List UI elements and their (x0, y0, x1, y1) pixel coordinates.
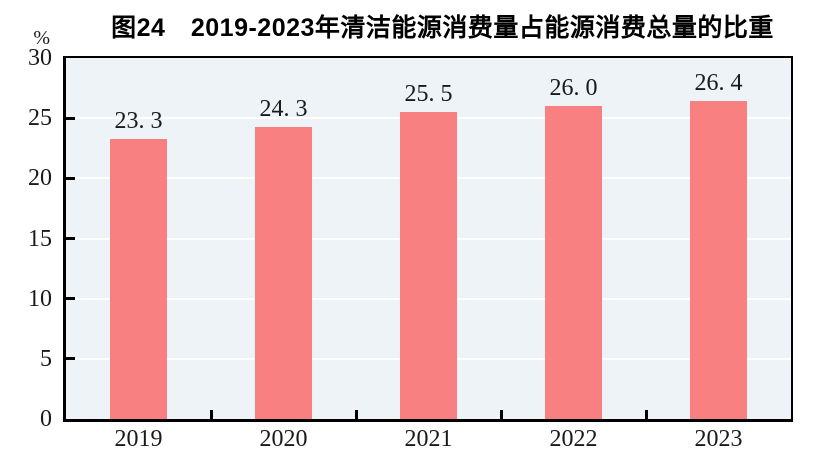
y-tick-label: 30 (28, 45, 52, 71)
plot-area: 23. 3 24. 3 25. 5 26. 0 26. 4 (63, 56, 793, 422)
y-tick-label: 20 (28, 165, 52, 192)
x-tick-label: 2019 (114, 426, 163, 452)
y-tick-label: 0 (40, 406, 52, 432)
y-axis-tick (66, 357, 75, 361)
y-axis-tick (66, 237, 75, 240)
bar (255, 126, 312, 419)
y-tick-label: 25 (28, 105, 52, 132)
y-axis-tick (66, 297, 75, 301)
bar (545, 106, 602, 419)
y-tick-label: 10 (28, 285, 52, 312)
x-axis-tick (209, 410, 213, 419)
y-tick-label: 15 (28, 225, 52, 252)
bar-value-label: 24. 3 (259, 95, 308, 122)
bar (690, 101, 747, 419)
y-axis-unit-label: % (33, 27, 50, 49)
bar-value-label: 25. 5 (404, 81, 453, 108)
x-tick-label: 2022 (549, 426, 598, 452)
x-tick-label: 2023 (694, 426, 743, 452)
bar-value-label: 23. 3 (114, 107, 163, 134)
chart-title: 图24 2019-2023年清洁能源消费量占能源消费总量的比重 (111, 14, 774, 42)
x-tick-label: 2021 (404, 426, 453, 452)
y-axis-tick (66, 176, 75, 180)
y-tick-label: 5 (40, 345, 52, 372)
bar-value-label: 26. 0 (549, 75, 598, 102)
bar-value-label: 26. 4 (694, 70, 743, 97)
bar (400, 112, 457, 419)
bar (110, 138, 167, 419)
x-axis-tick (354, 410, 358, 419)
x-tick-label: 2020 (259, 426, 308, 452)
x-axis-tick (499, 410, 503, 419)
y-axis-tick (66, 116, 75, 120)
x-axis-tick (644, 410, 648, 419)
